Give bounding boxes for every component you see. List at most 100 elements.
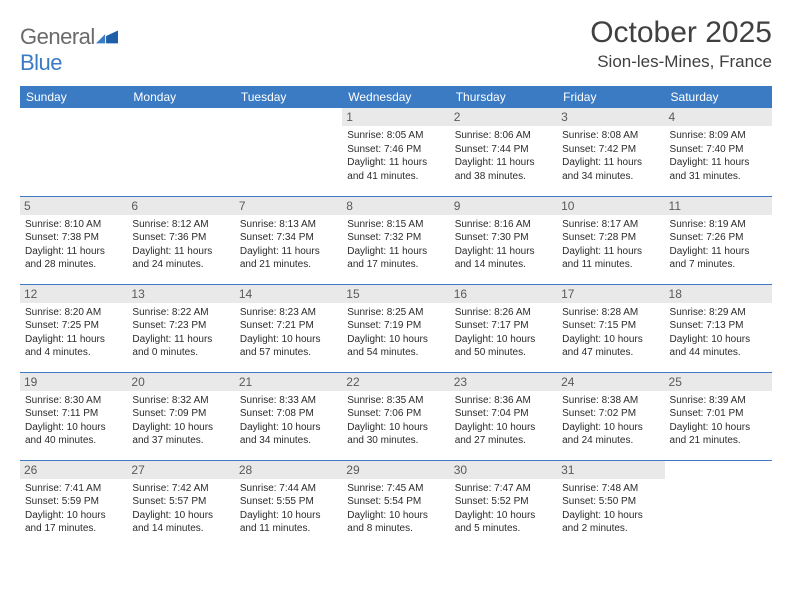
day-details: Sunrise: 8:39 AM Sunset: 7:01 PM Dayligh… <box>670 394 767 448</box>
calendar-day: 27Sunrise: 7:42 AM Sunset: 5:57 PM Dayli… <box>127 460 234 548</box>
calendar-day: 29Sunrise: 7:45 AM Sunset: 5:54 PM Dayli… <box>342 460 449 548</box>
calendar-day: 1Sunrise: 8:05 AM Sunset: 7:46 PM Daylig… <box>342 108 449 196</box>
day-number: 10 <box>557 197 664 215</box>
calendar-day: 21 Sunrise: 8:33 AM Sunset: 7:08 PM Dayli… <box>235 372 342 460</box>
day-details: Sunrise: 8:23 AM Sunset: 7:21 PM Dayligh… <box>240 306 337 360</box>
calendar-day: 2 Sunrise: 8:06 AM Sunset: 7:44 PM Daylig… <box>450 108 557 196</box>
calendar-week: 19 Sunrise: 8:30 AM Sunset: 7:11 PM Dayli… <box>20 372 772 460</box>
calendar-day: 24Sunrise: 8:38 AM Sunset: 7:02 PM Dayli… <box>557 372 664 460</box>
calendar-day: 30Sunrise: 7:47 AM Sunset: 5:52 PM Dayli… <box>450 460 557 548</box>
calendar-day: 3 Sunrise: 8:08 AM Sunset: 7:42 PM Daylig… <box>557 108 664 196</box>
day-details: Sunrise: 8:13 AM Sunset: 7:34 PM Dayligh… <box>240 218 337 272</box>
calendar-day: 25 Sunrise: 8:39 AM Sunset: 7:01 PM Dayli… <box>665 372 772 460</box>
day-number: 2 <box>450 108 557 126</box>
day-details: Sunrise: 8:28 AM Sunset: 7:15 PM Dayligh… <box>562 306 659 360</box>
calendar-day: 26 Sunrise: 7:41 AM Sunset: 5:59 PM Dayli… <box>20 460 127 548</box>
logo-flag-icon <box>96 24 118 40</box>
weekday-header: Friday <box>557 86 664 108</box>
day-details: Sunrise: 8:12 AM Sunset: 7:36 PM Dayligh… <box>132 218 229 272</box>
day-number: 16 <box>450 285 557 303</box>
day-number: 6 <box>127 197 234 215</box>
day-number: 18 <box>665 285 772 303</box>
calendar-body: 1Sunrise: 8:05 AM Sunset: 7:46 PM Daylig… <box>20 108 772 548</box>
day-number: 11 <box>665 197 772 215</box>
day-number: 19 <box>20 373 127 391</box>
day-details: Sunrise: 8:29 AM Sunset: 7:13 PM Dayligh… <box>670 306 767 360</box>
day-details: Sunrise: 8:25 AM Sunset: 7:19 PM Dayligh… <box>347 306 444 360</box>
calendar-day-empty <box>665 460 772 548</box>
day-number: 15 <box>342 285 449 303</box>
day-details: Sunrise: 8:05 AM Sunset: 7:46 PM Dayligh… <box>347 129 444 183</box>
calendar-day: 19 Sunrise: 8:30 AM Sunset: 7:11 PM Dayli… <box>20 372 127 460</box>
calendar-table: SundayMondayTuesdayWednesdayThursdayFrid… <box>20 86 772 548</box>
day-details: Sunrise: 8:22 AM Sunset: 7:23 PM Dayligh… <box>132 306 229 360</box>
calendar-day: 11 Sunrise: 8:19 AM Sunset: 7:26 PM Dayli… <box>665 196 772 284</box>
day-number: 28 <box>235 461 342 479</box>
calendar-day-empty <box>20 108 127 196</box>
calendar-day: 23Sunrise: 8:36 AM Sunset: 7:04 PM Dayli… <box>450 372 557 460</box>
calendar-day: 16 Sunrise: 8:26 AM Sunset: 7:17 PM Dayli… <box>450 284 557 372</box>
calendar-day-empty <box>235 108 342 196</box>
day-number: 8 <box>342 197 449 215</box>
day-details: Sunrise: 8:06 AM Sunset: 7:44 PM Dayligh… <box>455 129 552 183</box>
day-details: Sunrise: 7:44 AM Sunset: 5:55 PM Dayligh… <box>240 482 337 536</box>
day-number: 20 <box>127 373 234 391</box>
day-details: Sunrise: 8:16 AM Sunset: 7:30 PM Dayligh… <box>455 218 552 272</box>
calendar-week: 5Sunrise: 8:10 AM Sunset: 7:38 PM Daylig… <box>20 196 772 284</box>
day-number: 25 <box>665 373 772 391</box>
logo: GeneralBlue <box>20 16 118 76</box>
calendar-day: 14 Sunrise: 8:23 AM Sunset: 7:21 PM Dayli… <box>235 284 342 372</box>
weekday-header: Saturday <box>665 86 772 108</box>
logo-text: GeneralBlue <box>20 24 118 76</box>
day-details: Sunrise: 8:08 AM Sunset: 7:42 PM Dayligh… <box>562 129 659 183</box>
day-number: 7 <box>235 197 342 215</box>
day-details: Sunrise: 8:32 AM Sunset: 7:09 PM Dayligh… <box>132 394 229 448</box>
weekday-header: Thursday <box>450 86 557 108</box>
day-details: Sunrise: 7:47 AM Sunset: 5:52 PM Dayligh… <box>455 482 552 536</box>
header: GeneralBlue October 2025 Sion-les-Mines,… <box>20 16 772 76</box>
day-details: Sunrise: 8:26 AM Sunset: 7:17 PM Dayligh… <box>455 306 552 360</box>
calendar-day-empty <box>127 108 234 196</box>
calendar-day: 31Sunrise: 7:48 AM Sunset: 5:50 PM Dayli… <box>557 460 664 548</box>
day-number: 22 <box>342 373 449 391</box>
weekday-header: Wednesday <box>342 86 449 108</box>
calendar-day: 13 Sunrise: 8:22 AM Sunset: 7:23 PM Dayli… <box>127 284 234 372</box>
location: Sion-les-Mines, France <box>590 52 772 72</box>
day-number: 29 <box>342 461 449 479</box>
title-block: October 2025 Sion-les-Mines, France <box>590 16 772 72</box>
day-details: Sunrise: 7:41 AM Sunset: 5:59 PM Dayligh… <box>25 482 122 536</box>
calendar-day: 6 Sunrise: 8:12 AM Sunset: 7:36 PM Daylig… <box>127 196 234 284</box>
day-details: Sunrise: 8:33 AM Sunset: 7:08 PM Dayligh… <box>240 394 337 448</box>
day-details: Sunrise: 8:20 AM Sunset: 7:25 PM Dayligh… <box>25 306 122 360</box>
day-details: Sunrise: 8:35 AM Sunset: 7:06 PM Dayligh… <box>347 394 444 448</box>
logo-word1: General <box>20 24 95 49</box>
day-details: Sunrise: 7:48 AM Sunset: 5:50 PM Dayligh… <box>562 482 659 536</box>
day-number: 14 <box>235 285 342 303</box>
calendar-page: GeneralBlue October 2025 Sion-les-Mines,… <box>0 0 792 558</box>
calendar-head: SundayMondayTuesdayWednesdayThursdayFrid… <box>20 86 772 108</box>
day-details: Sunrise: 8:19 AM Sunset: 7:26 PM Dayligh… <box>670 218 767 272</box>
day-number: 26 <box>20 461 127 479</box>
calendar-day: 7 Sunrise: 8:13 AM Sunset: 7:34 PM Daylig… <box>235 196 342 284</box>
calendar-week: 12 Sunrise: 8:20 AM Sunset: 7:25 PM Dayli… <box>20 284 772 372</box>
day-number: 23 <box>450 373 557 391</box>
calendar-day: 17Sunrise: 8:28 AM Sunset: 7:15 PM Dayli… <box>557 284 664 372</box>
day-number: 21 <box>235 373 342 391</box>
calendar-day: 20 Sunrise: 8:32 AM Sunset: 7:09 PM Dayli… <box>127 372 234 460</box>
day-number: 9 <box>450 197 557 215</box>
day-details: Sunrise: 8:30 AM Sunset: 7:11 PM Dayligh… <box>25 394 122 448</box>
calendar-day: 28 Sunrise: 7:44 AM Sunset: 5:55 PM Dayli… <box>235 460 342 548</box>
day-number: 12 <box>20 285 127 303</box>
calendar-day: 4Sunrise: 8:09 AM Sunset: 7:40 PM Daylig… <box>665 108 772 196</box>
calendar-day: 10 Sunrise: 8:17 AM Sunset: 7:28 PM Dayli… <box>557 196 664 284</box>
day-details: Sunrise: 8:17 AM Sunset: 7:28 PM Dayligh… <box>562 218 659 272</box>
weekday-header: Tuesday <box>235 86 342 108</box>
day-number: 13 <box>127 285 234 303</box>
day-number: 5 <box>20 197 127 215</box>
calendar-day: 12 Sunrise: 8:20 AM Sunset: 7:25 PM Dayli… <box>20 284 127 372</box>
calendar-week: 26 Sunrise: 7:41 AM Sunset: 5:59 PM Dayli… <box>20 460 772 548</box>
day-number: 3 <box>557 108 664 126</box>
day-details: Sunrise: 8:09 AM Sunset: 7:40 PM Dayligh… <box>670 129 767 183</box>
day-number: 27 <box>127 461 234 479</box>
day-details: Sunrise: 8:15 AM Sunset: 7:32 PM Dayligh… <box>347 218 444 272</box>
